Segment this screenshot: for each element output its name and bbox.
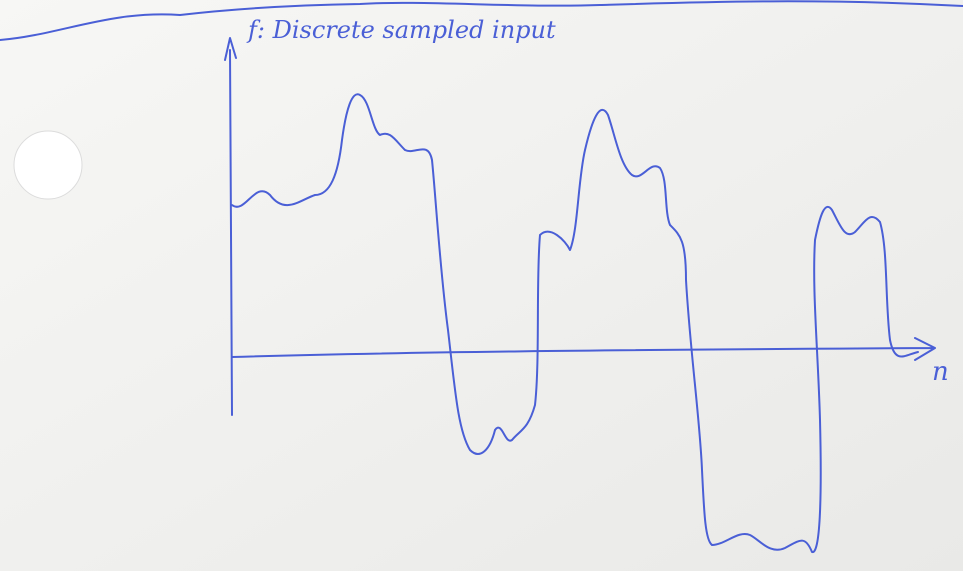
page-edge-line	[0, 0, 963, 41]
y-axis-label: f: Discrete sampled input	[246, 16, 556, 44]
x-axis-label: n	[932, 357, 949, 387]
x-axis	[231, 337, 936, 361]
waveform	[231, 93, 919, 553]
y-axis	[224, 37, 237, 416]
punch-hole	[13, 130, 83, 200]
